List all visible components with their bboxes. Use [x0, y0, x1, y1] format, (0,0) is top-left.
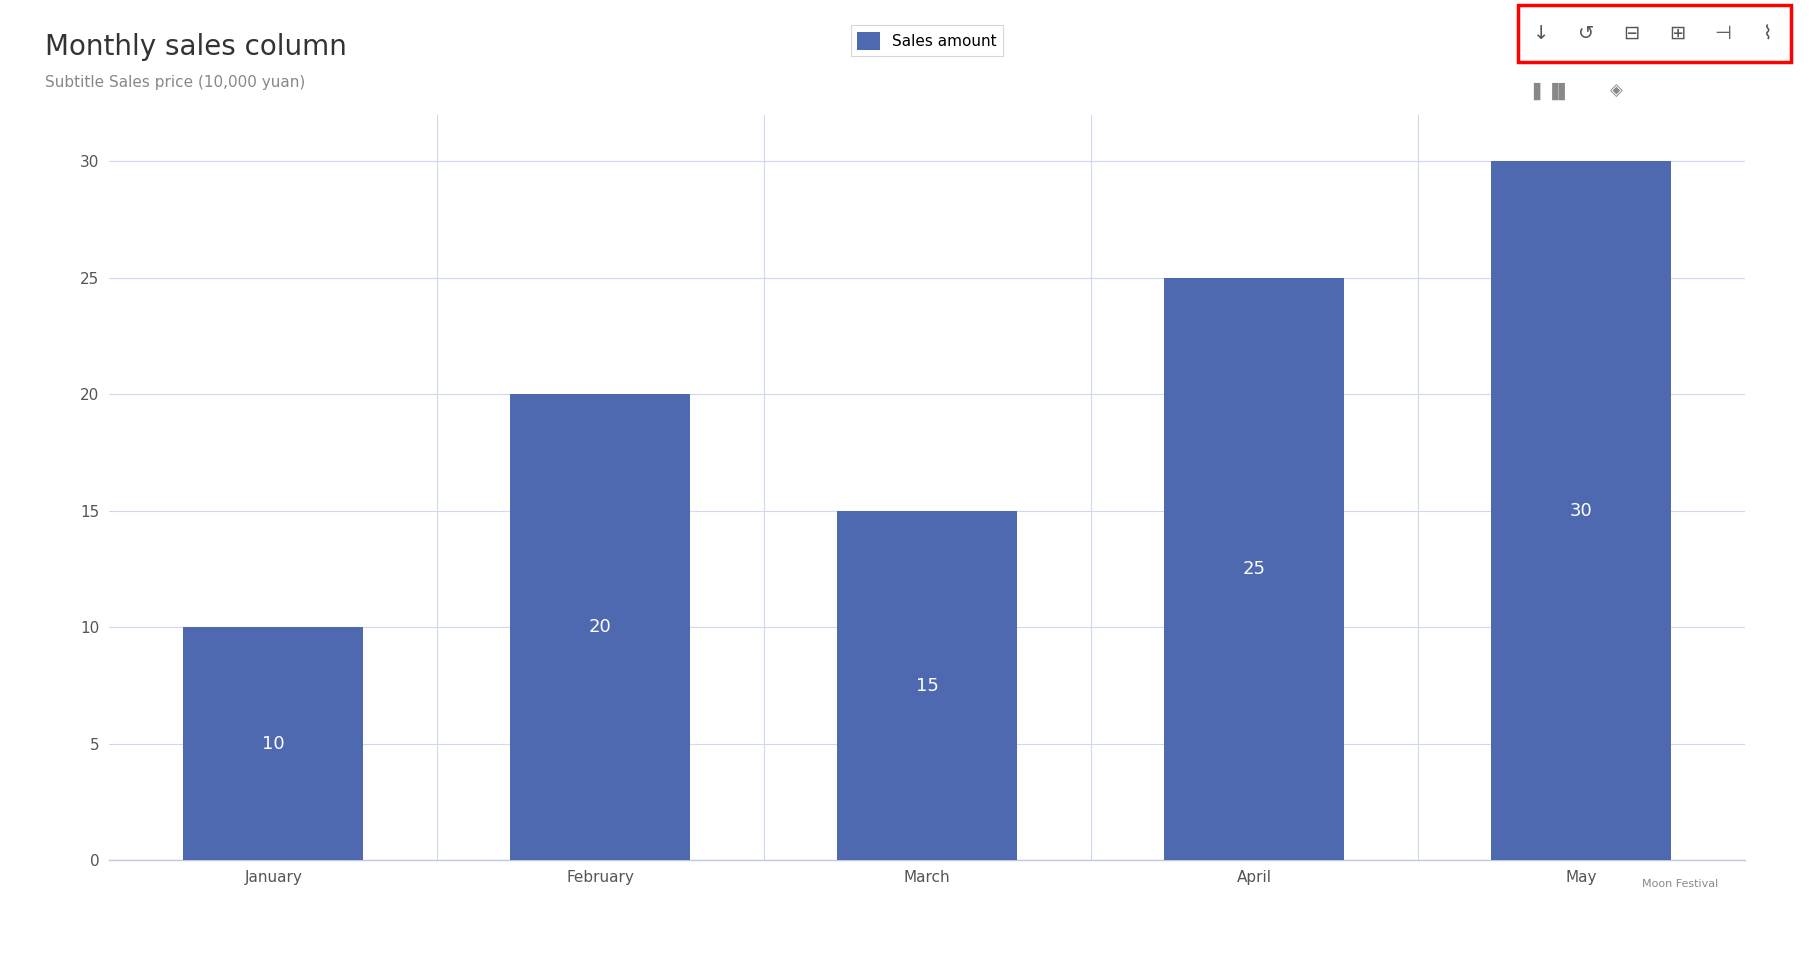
Text: 30: 30 — [1569, 502, 1593, 520]
Text: 25: 25 — [1242, 560, 1265, 578]
Text: ◈: ◈ — [1609, 82, 1623, 99]
Bar — [511, 395, 691, 860]
Bar — [1491, 162, 1671, 860]
Text: ⊟: ⊟ — [1623, 24, 1640, 43]
Text: 20: 20 — [589, 619, 611, 637]
Text: 15: 15 — [916, 677, 938, 695]
Text: Monthly sales column: Monthly sales column — [45, 33, 347, 61]
Text: 10: 10 — [262, 735, 285, 753]
Text: ↺: ↺ — [1578, 24, 1594, 43]
Text: ▌▐▌: ▌▐▌ — [1533, 82, 1573, 99]
Text: ⊣: ⊣ — [1714, 24, 1731, 43]
Legend: Sales amount: Sales amount — [851, 26, 1004, 56]
FancyBboxPatch shape — [1518, 5, 1791, 62]
Bar — [838, 511, 1016, 860]
Bar — [184, 627, 364, 860]
Text: ⌇: ⌇ — [1763, 24, 1773, 43]
Text: ⊞: ⊞ — [1669, 24, 1685, 43]
Bar — [1164, 278, 1344, 860]
Text: ↓: ↓ — [1533, 24, 1549, 43]
Text: Subtitle Sales price (10,000 yuan): Subtitle Sales price (10,000 yuan) — [45, 75, 305, 90]
Text: Moon Festival: Moon Festival — [1642, 880, 1718, 889]
